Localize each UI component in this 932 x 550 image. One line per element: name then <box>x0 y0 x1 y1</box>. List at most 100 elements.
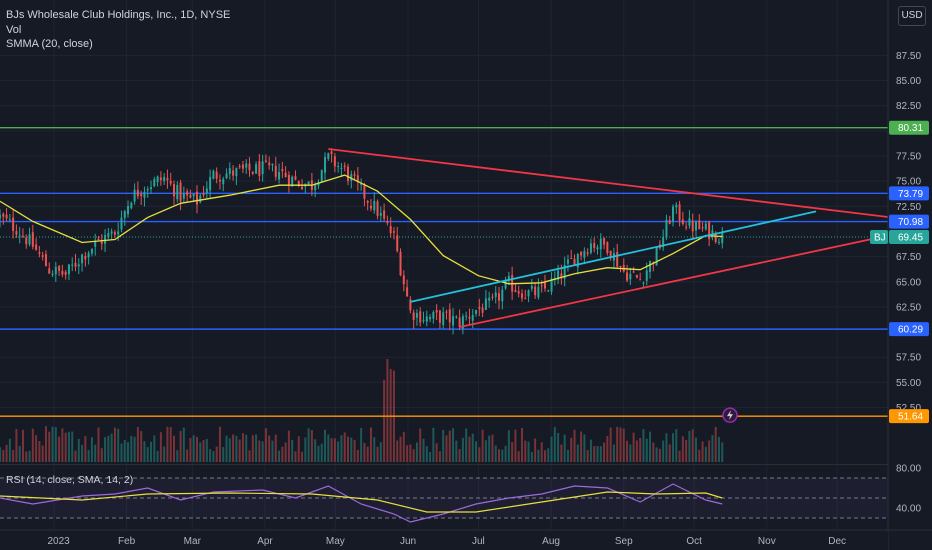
volume-bar <box>396 440 399 462</box>
volume-bar <box>445 435 448 462</box>
candle-body <box>471 315 474 321</box>
volume-bar <box>205 438 208 462</box>
volume-bar <box>192 435 195 462</box>
candle-body <box>415 312 418 318</box>
volume-bar <box>534 438 537 462</box>
volume-bar <box>550 436 553 462</box>
volume-bar <box>422 438 425 462</box>
smma-indicator-label[interactable]: SMMA (20, close) <box>6 38 93 50</box>
volume-bar <box>599 446 602 462</box>
candle-body <box>599 238 602 250</box>
symbol-title[interactable]: BJs Wholesale Club Holdings, Inc., 1D, N… <box>6 9 231 21</box>
volume-indicator-label[interactable]: Vol <box>6 23 22 36</box>
candle-body <box>392 231 395 233</box>
volume-bar <box>593 446 596 462</box>
time-tick-label: Sep <box>615 536 633 547</box>
candle-body <box>314 184 317 191</box>
time-tick-label: Jun <box>400 536 416 547</box>
candle-body <box>113 232 116 235</box>
candle-body <box>547 290 550 292</box>
candle-body <box>642 282 645 284</box>
volume-bar <box>698 449 701 462</box>
volume-bar <box>5 444 8 462</box>
volume-bar <box>241 433 244 462</box>
volume-bar <box>412 449 415 462</box>
candle-body <box>61 270 64 275</box>
volume-bar <box>691 429 694 462</box>
price-badge <box>889 409 929 424</box>
volume-bar <box>238 439 241 462</box>
volume-bar <box>484 440 487 462</box>
price-tick-label: 52.50 <box>896 403 921 414</box>
candle-body <box>74 262 77 267</box>
candle-body <box>324 157 327 173</box>
volume-bar <box>468 436 471 462</box>
volume-bar <box>665 433 668 462</box>
volume-bar <box>626 440 629 462</box>
candle-body <box>422 319 425 321</box>
volume-bar <box>166 426 169 462</box>
volume-bar <box>635 440 638 462</box>
candle-body <box>320 170 323 183</box>
candle-body <box>327 153 330 159</box>
volume-bar <box>195 436 198 462</box>
time-tick-label: 2023 <box>48 536 71 547</box>
volume-bars <box>0 359 724 462</box>
volume-bar <box>251 435 254 462</box>
price-badge-label: 69.45 <box>898 232 923 243</box>
candle-body <box>494 292 497 297</box>
volume-bar <box>12 450 15 462</box>
volume-bar <box>87 449 90 462</box>
candle-body <box>412 312 415 321</box>
candle-body <box>202 193 205 196</box>
candle-body <box>278 171 281 180</box>
candle-body <box>179 182 182 202</box>
candle-body <box>491 296 494 298</box>
volume-bar <box>153 435 156 462</box>
rsi-indicator-label[interactable]: RSI (14, close, SMA, 14, 2) <box>6 474 134 486</box>
volume-bar <box>35 435 38 462</box>
candle-body <box>639 279 642 281</box>
volume-bar <box>369 427 372 462</box>
candle-body <box>543 282 546 289</box>
candle-body <box>44 254 47 267</box>
volume-bar <box>218 426 221 462</box>
candle-body <box>675 204 678 208</box>
candle-body <box>688 218 691 226</box>
price-tick-label: 62.50 <box>896 302 921 313</box>
candle-body <box>176 184 179 200</box>
candle-body <box>429 316 432 320</box>
volume-bar <box>668 444 671 462</box>
volume-bar <box>580 431 583 462</box>
candle-body <box>241 164 244 169</box>
volume-bar <box>268 435 271 462</box>
candle-body <box>455 316 458 318</box>
trendlines <box>328 148 908 328</box>
time-tick-label: Feb <box>118 536 136 547</box>
volume-bar <box>573 429 576 462</box>
volume-bar <box>176 450 179 462</box>
candle-body <box>58 265 61 271</box>
candle-body <box>143 191 146 198</box>
candle-body <box>635 274 638 278</box>
time-tick-label: Jul <box>472 536 485 547</box>
volume-bar <box>652 442 655 462</box>
volume-bar <box>44 426 47 462</box>
volume-bar <box>278 450 281 462</box>
currency-button[interactable]: USD <box>898 6 926 26</box>
volume-bar <box>455 440 458 462</box>
candle-body <box>0 214 1 219</box>
candle-body <box>563 264 566 279</box>
candle-body <box>406 287 409 297</box>
candle-body <box>629 273 632 280</box>
volume-bar <box>557 432 560 462</box>
volume-bar <box>235 435 238 462</box>
volume-bar <box>560 444 563 462</box>
volume-bar <box>113 427 116 462</box>
price-tick-label: 82.50 <box>896 101 921 112</box>
volume-bar <box>511 442 514 462</box>
candle-body <box>524 298 527 300</box>
time-axis-bg <box>0 530 888 550</box>
volume-bar <box>330 438 333 462</box>
